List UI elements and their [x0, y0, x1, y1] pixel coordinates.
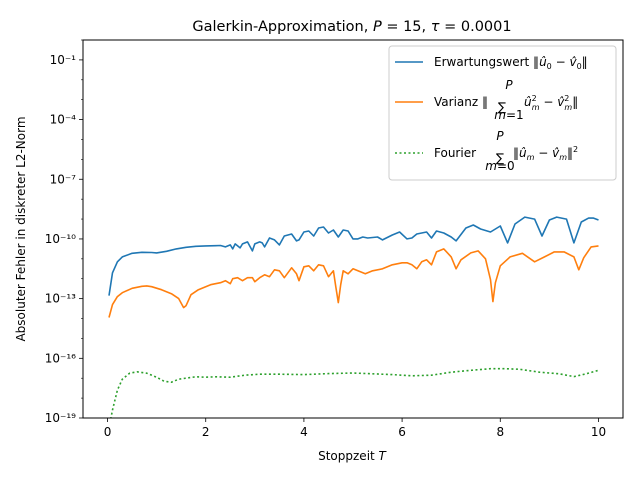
y-axis: 10⁻¹⁹ 10⁻¹⁶ 10⁻¹³ 10⁻¹⁰ 10⁻⁷ 10⁻⁴ 10⁻¹ — [45, 39, 83, 425]
legend-varianz-term: û2 m − v̂2 m‖ — [524, 94, 578, 112]
x-axis-label: Stoppzeit T — [318, 449, 387, 463]
legend-varianz-upper: P — [505, 78, 513, 92]
legend-label-fourier: Fourier — [434, 146, 476, 160]
x-tick-label: 6 — [398, 425, 406, 439]
y-tick-label: 10⁻⁷ — [50, 172, 77, 186]
y-tick-label: 10⁻¹³ — [45, 292, 76, 306]
series-line-2 — [108, 245, 599, 318]
legend-fourier-term: ‖ûm − v̂m‖2 — [513, 145, 578, 162]
x-tick-label: 2 — [202, 425, 210, 439]
legend-fourier-sum: ∑ — [496, 151, 504, 165]
plot-area — [82, 39, 624, 419]
legend-fourier-lower: m=0 — [485, 159, 514, 173]
plot-frame — [82, 39, 624, 419]
x-tick-label: 10 — [591, 425, 606, 439]
legend-fourier-upper: P — [496, 129, 504, 143]
legend-varianz-sum: ∑ — [498, 100, 506, 114]
series-line-3 — [110, 367, 599, 418]
legend-varianz-lower: m=1 — [494, 108, 523, 122]
legend-label-varianz: Varianz ‖ — [434, 95, 488, 109]
y-tick-label: 10⁻⁴ — [50, 113, 77, 127]
x-tick-label: 4 — [300, 425, 308, 439]
x-tick-label: 8 — [496, 425, 504, 439]
legend-label-erwartungswert: Erwartungswert ‖û0 − v̂0‖ — [434, 55, 588, 71]
chart-title: Galerkin-Approximation, P = 15, τ = 0.00… — [192, 19, 511, 35]
y-tick-label: 10⁻¹⁹ — [45, 411, 76, 425]
y-tick-label: 10⁻¹⁰ — [45, 232, 76, 246]
y-tick-label: 10⁻¹ — [50, 53, 77, 67]
x-axis: 0 2 4 6 8 10 — [104, 418, 606, 439]
legend-frame — [388, 45, 617, 181]
y-axis-label: Absoluter Fehler in diskreter L2-Norm — [14, 116, 28, 341]
series-line-1 — [108, 216, 599, 296]
legend: Erwartungswert ‖û0 − v̂0‖ Varianz ‖ ∑ P … — [388, 45, 617, 181]
x-tick-label: 0 — [104, 425, 112, 439]
y-tick-label: 10⁻¹⁶ — [45, 351, 76, 365]
